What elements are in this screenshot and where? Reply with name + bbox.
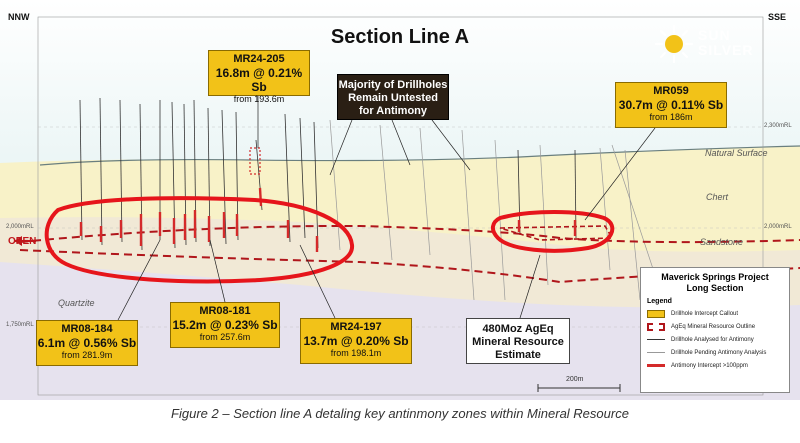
orientation-right: SSE <box>768 12 787 22</box>
legend-swatch <box>647 364 665 367</box>
legend-label: Drillhole Analysed for Antimony <box>671 336 754 343</box>
legend-item-pending: Drillhole Pending Antimony Analysis <box>647 346 783 359</box>
legend-swatch <box>647 339 665 340</box>
figure-caption: Figure 2 – Section line A detaling key a… <box>171 406 629 421</box>
legend-item-callout: Drillhole Intercept Callout <box>647 307 783 320</box>
logo-line-2: SILVER <box>698 42 754 58</box>
rl-left-1750: 1,750mRL <box>6 322 34 328</box>
label-sandstone: Sandstone <box>700 237 744 247</box>
callout-mr24-205: MR24-205 16.8m @ 0.21% Sb from 193.6m <box>208 50 310 104</box>
callout-depth: from 198.1m <box>330 348 382 358</box>
legend-label: Drillhole Pending Antimony Analysis <box>671 349 767 356</box>
label-natural-surface: Natural Surface <box>705 148 768 158</box>
note-line: Remain Untested <box>348 92 438 104</box>
note-line: Mineral Resource <box>472 336 564 348</box>
note-line: Estimate <box>495 349 541 361</box>
label-chert: Chert <box>706 192 729 202</box>
leader-lines <box>117 96 656 321</box>
note-line: for Antimony <box>358 105 428 117</box>
highlight-ellipse-west <box>44 196 355 284</box>
legend-swatch <box>647 352 665 353</box>
legend-item-analysed: Drillhole Analysed for Antimony <box>647 333 783 346</box>
rl-left-2000: 2,000mRL <box>6 224 34 230</box>
callout-hole: MR08-184 <box>61 323 113 335</box>
section-frame <box>37 16 764 396</box>
legend-label: AgEq Mineral Resource Outline <box>671 323 756 330</box>
callout-grade: 30.7m @ 0.11% Sb <box>618 98 724 112</box>
legend-label: Antimony Intercept >100ppm <box>671 362 748 369</box>
logo-line-1: SUN <box>698 27 731 43</box>
note-line: 480Moz AgEq <box>482 323 554 335</box>
legend-title-2: Long Section <box>686 283 744 293</box>
callout-depth: from 186m <box>649 112 693 122</box>
scale-label: 200m <box>566 376 584 383</box>
callout-hole: MR08-181 <box>199 305 251 317</box>
legend-item-resource: AgEq Mineral Resource Outline <box>647 320 783 333</box>
highlight-ellipse-east <box>491 210 615 253</box>
orientation-left: NNW <box>8 12 30 22</box>
legend-swatch <box>647 322 665 331</box>
open-arrow-head <box>14 236 22 246</box>
rl-right-2000: 2,000mRL <box>764 224 792 230</box>
callout-hole: MR24-205 <box>233 53 285 65</box>
callout-depth: from 281.9m <box>61 350 113 360</box>
diagram-title: Section Line A <box>330 26 470 48</box>
callout-grade: 6.1m @ 0.56% Sb <box>37 336 137 350</box>
legend-item-antimony: Antimony Intercept >100ppm <box>647 359 783 372</box>
callout-mr08-181: MR08-181 15.2m @ 0.23% Sb from 257.6m <box>170 302 280 348</box>
note-resource: 480Moz AgEq Mineral Resource Estimate <box>466 318 570 364</box>
legend-panel: Maverick Springs Project Long Section Le… <box>640 267 790 393</box>
callout-grade: 13.7m @ 0.20% Sb <box>303 334 409 348</box>
callout-mr08-184: MR08-184 6.1m @ 0.56% Sb from 281.9m <box>36 320 138 366</box>
antimony-intercepts <box>79 187 577 252</box>
sun-logo-icon <box>654 24 694 64</box>
note-line: Majority of Drillholes <box>338 79 448 91</box>
callout-mr059: MR059 30.7m @ 0.11% Sb from 186m <box>615 82 727 128</box>
legend-label: Drillhole Intercept Callout <box>671 310 739 317</box>
legend-swatch <box>647 309 665 318</box>
mr24-205-hole-trace <box>249 147 261 175</box>
sun-silver-logo: SUN SILVER <box>654 24 784 68</box>
callout-hole: MR059 <box>653 85 689 97</box>
open-label: OPEN <box>8 236 37 247</box>
note-untested: Majority of Drillholes Remain Untested f… <box>337 74 449 120</box>
callout-depth: from 257.6m <box>199 332 251 342</box>
resource-outline-upper <box>19 224 800 244</box>
resource-outline-east <box>499 225 614 241</box>
legend-heading: Legend <box>647 298 672 305</box>
callout-grade: 16.8m @ 0.21% Sb <box>215 66 303 94</box>
logo-text: SUN SILVER <box>698 28 754 58</box>
legend-title-1: Maverick Springs Project <box>661 272 769 282</box>
rl-right-2300: 2,300mRL <box>764 123 792 129</box>
callout-mr24-197: MR24-197 13.7m @ 0.20% Sb from 198.1m <box>300 318 412 364</box>
label-quartzite: Quartzite <box>58 298 95 308</box>
callout-hole: MR24-197 <box>330 321 382 333</box>
callout-grade: 15.2m @ 0.23% Sb <box>172 318 278 332</box>
callout-depth: from 193.6m <box>233 94 285 104</box>
